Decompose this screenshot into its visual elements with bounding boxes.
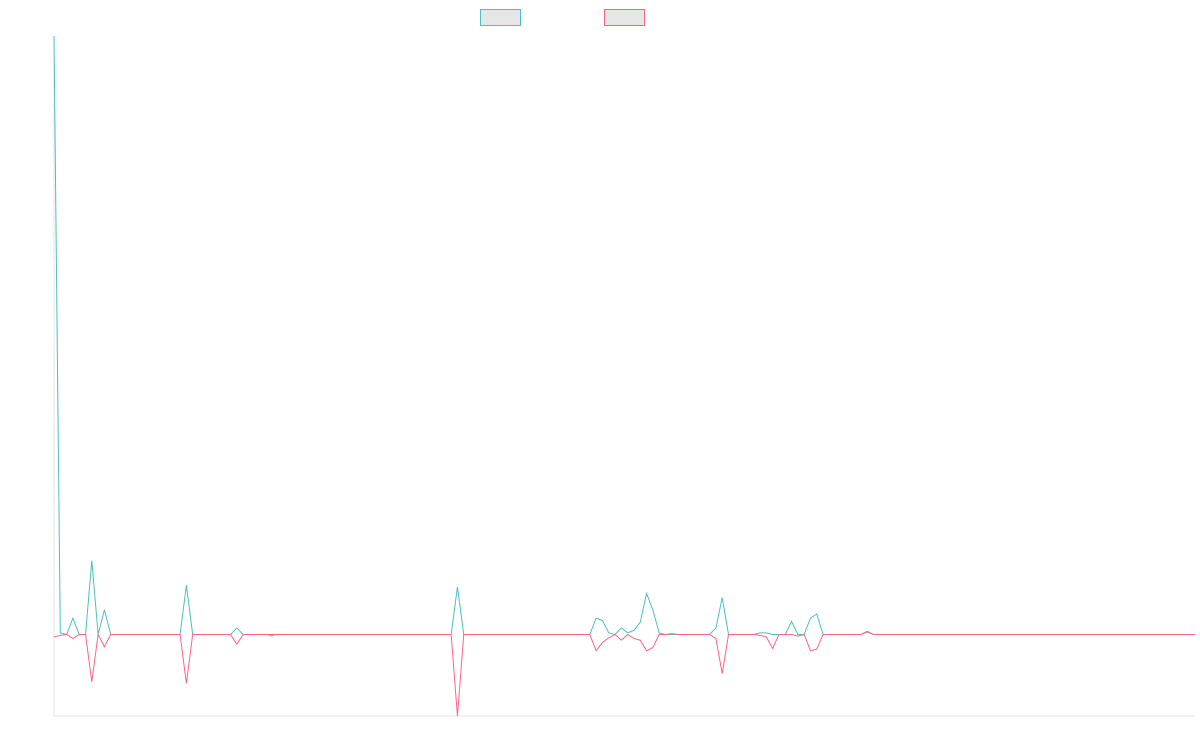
- axes: [53, 36, 1195, 717]
- series-line-2: [53, 631, 1195, 717]
- legend-swatch-1[interactable]: [480, 9, 521, 26]
- series-line-1: [53, 35, 1195, 637]
- legend: [480, 9, 645, 26]
- legend-swatch-2[interactable]: [604, 9, 645, 26]
- series-lines: [53, 35, 1195, 717]
